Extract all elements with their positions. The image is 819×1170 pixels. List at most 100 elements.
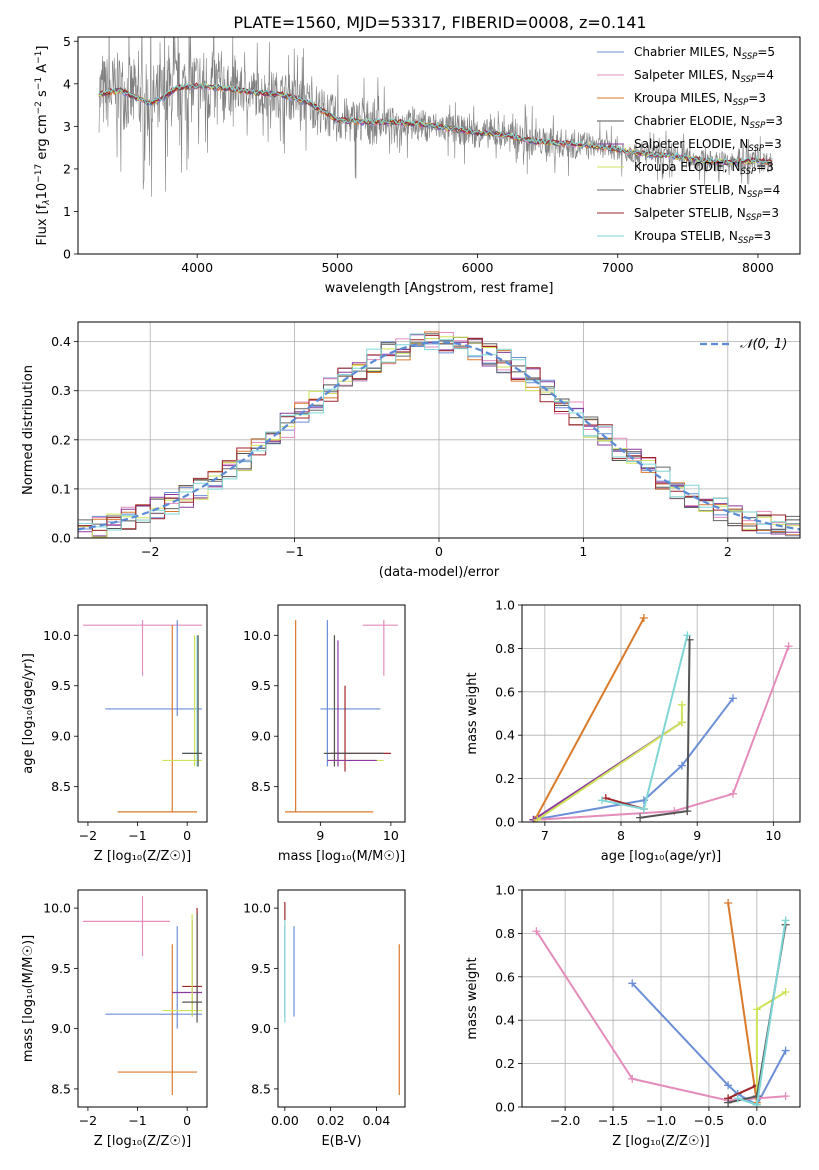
marker-krou_elodie	[677, 718, 686, 727]
x-tick-label: −0.5	[694, 1113, 724, 1128]
axes-age_vs_z: −2 −1 0 8.5 9.0 9.5 10.0 Z [log₁₀(Z/Z☉)] age [lo…	[21, 604, 208, 864]
marker-chab_miles	[628, 979, 637, 988]
axes-age_vs_mass: 9 10 8.5 9.0 9.5 10.0 mass [log₁₀(M/M☉)]	[243, 604, 406, 864]
plot-area	[82, 896, 203, 1095]
marker-chab_miles	[677, 761, 686, 770]
marker-krou_miles	[639, 614, 648, 623]
legend-entry: Kroupa ELODIE, NSSP=3	[634, 160, 774, 177]
x-tick-label: 0.02	[317, 1113, 345, 1128]
axes-residuals: −2 −1 0 1 2 0.0 0.1 0.2 0.3 0.4 (data-model)/error…	[21, 321, 801, 580]
axes-frame	[277, 889, 406, 1108]
x-tick-label: 0.0	[747, 1113, 767, 1128]
y-tick-label: 0.4	[495, 1013, 515, 1028]
x-tick-label: 9	[693, 828, 701, 843]
x-axis-label: age [log₁₀(age/yr)]	[601, 849, 722, 864]
x-tick-label: 9	[316, 828, 324, 843]
axes-mass_vs_ebv: 0.00 0.02 0.04 8.5 9.0 9.5 10.0 E(B-V)	[243, 889, 406, 1149]
plot-area	[98, 37, 773, 197]
x-tick-label: 8000	[742, 260, 774, 275]
y-tick-label: 9.5	[51, 961, 71, 976]
axes-mass_vs_z: −2 −1 0 8.5 9.0 9.5 10.0 Z [log₁₀(Z/Z☉)] mass [l…	[21, 889, 208, 1149]
y-tick-label: 9.5	[251, 961, 271, 976]
legend-entry: Kroupa STELIB, NSSP=3	[634, 229, 771, 246]
series-line-krou_stelib	[601, 635, 689, 811]
y-tick-label: 9.0	[51, 729, 71, 744]
x-tick-label: −1	[285, 544, 303, 559]
legend-entry: Kroupa MILES, NSSP=3	[634, 91, 766, 108]
marker-salp_miles	[532, 927, 541, 936]
series-line-salp_miles	[537, 645, 790, 821]
y-tick-label: 0.1	[51, 481, 71, 496]
marker-krou_stelib	[752, 1100, 761, 1107]
legend-entry: Chabrier MILES, NSSP=5	[634, 45, 775, 62]
x-tick-label: 0	[183, 1113, 191, 1128]
x-tick-label: 4000	[181, 260, 213, 275]
marker-chab_elodie	[636, 813, 645, 822]
legend-entry: Salpeter MILES, NSSP=4	[634, 68, 774, 85]
marker-chab_miles	[781, 1046, 790, 1055]
x-axis-label: Z [log₁₀(Z/Z☉)]	[94, 849, 191, 864]
y-tick-label: 9.5	[251, 678, 271, 693]
axes-frame	[77, 889, 208, 1108]
axes-frame	[77, 321, 801, 539]
x-axis-label: mass [log₁₀(M/M☉)]	[278, 849, 405, 864]
x-tick-label: 7	[541, 828, 549, 843]
axes-weight_vs_z: −2.0 −1.5 −1.0 −0.5 0.0 0.0 0.2 0.4 0.6 0.8 1.0 Z […	[465, 883, 801, 1149]
marker-chab_elodie	[683, 807, 692, 816]
y-tick-label: 5	[63, 34, 71, 49]
legend-entry: Chabrier ELODIE, NSSP=3	[634, 114, 783, 131]
marker-krou_elodie	[781, 987, 790, 996]
y-tick-label: 10.0	[43, 901, 71, 916]
plot-area	[284, 902, 400, 1095]
y-tick-label: 1	[63, 204, 71, 219]
y-tick-label: 4	[63, 76, 71, 91]
y-tick-label: 8.5	[51, 1081, 71, 1096]
x-axis-label: (data-model)/error	[379, 565, 500, 580]
x-tick-label: 8	[617, 828, 625, 843]
marker-krou_stelib	[781, 916, 790, 925]
series-line-salp_stelib	[727, 1084, 758, 1100]
y-tick-label: 0.0	[495, 815, 515, 830]
marker-salp_miles	[784, 642, 793, 651]
y-tick-label: 9.0	[51, 1021, 71, 1036]
legend: Chabrier MILES, NSSP=5 Salpeter MILES, NS…	[597, 45, 783, 246]
marker-krou_elodie	[677, 700, 686, 709]
marker-krou_stelib	[683, 631, 692, 640]
marker-salp_miles	[781, 1092, 790, 1101]
y-tick-label: 10.0	[43, 628, 71, 643]
y-tick-label: 8.5	[251, 779, 271, 794]
y-tick-label: 0.0	[51, 531, 71, 546]
axes-frame	[521, 889, 801, 1108]
y-axis-label: Normed distribution	[21, 365, 36, 495]
marker-salp_miles	[628, 1074, 637, 1083]
marker-krou_stelib	[639, 804, 648, 813]
x-tick-label: −2	[79, 828, 97, 843]
x-tick-label: 0.00	[271, 1113, 299, 1128]
y-axis-label: mass weight	[465, 672, 480, 754]
marker-krou_stelib	[733, 1094, 742, 1103]
plot-area	[522, 605, 800, 822]
hist-krou_stelib	[78, 333, 800, 531]
model-line-krou_stelib	[98, 82, 773, 165]
figure-title: PLATE=1560, MJD=53317, FIBERID=0008, z=0…	[233, 13, 646, 32]
y-axis-label: age [log₁₀(age/yr)]	[21, 653, 36, 774]
axes-frame	[521, 604, 801, 823]
axes-frame	[77, 604, 208, 823]
y-tick-label: 0	[63, 247, 71, 262]
x-axis-label: Z [log₁₀(Z/Z☉)]	[94, 1134, 191, 1149]
x-tick-label: −1.0	[646, 1113, 676, 1128]
y-axis-label: mass weight	[465, 957, 480, 1039]
y-tick-label: 10.0	[243, 901, 271, 916]
axes-frame	[277, 604, 406, 823]
y-tick-label: 0.6	[495, 684, 515, 699]
x-tick-label: 1	[579, 544, 587, 559]
x-tick-label: 6000	[462, 260, 494, 275]
legend-entry: Salpeter ELODIE, NSSP=3	[634, 137, 782, 154]
marker-krou_elodie	[533, 815, 542, 822]
y-tick-label: 0.2	[495, 771, 515, 786]
plot-area	[285, 620, 398, 813]
y-tick-label: 1.0	[495, 883, 515, 898]
model-line-krou_elodie	[98, 82, 773, 166]
marker-chab_miles	[724, 1081, 733, 1090]
